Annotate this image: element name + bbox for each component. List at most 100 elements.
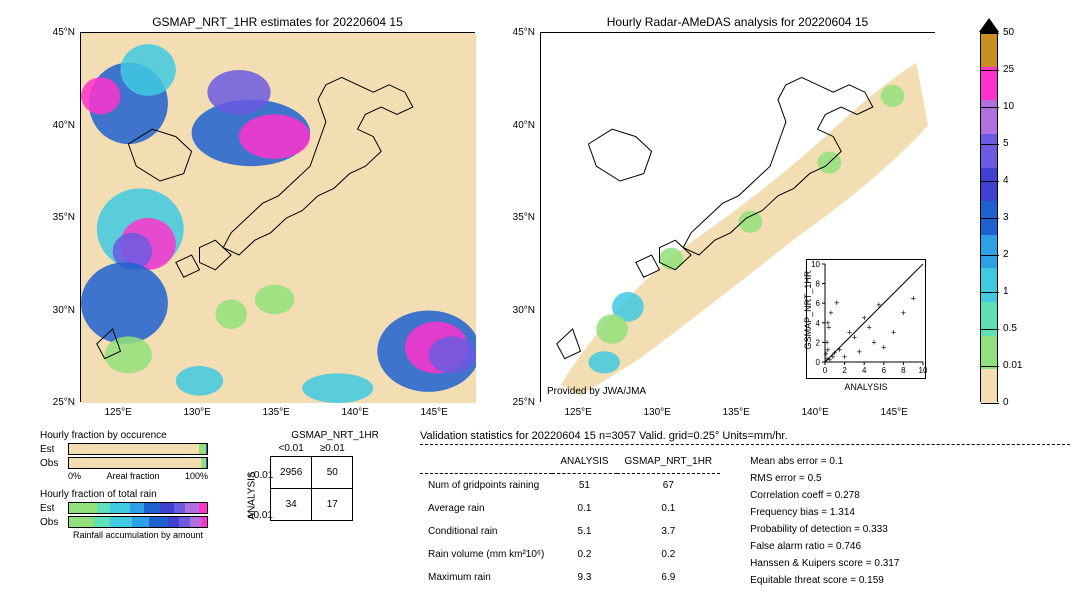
fraction-bar-seg bbox=[149, 517, 168, 527]
scatter-inset: 00224466881010++++++++++++++++++++++++ A… bbox=[806, 259, 926, 379]
figure-root: GSMAP_NRT_1HR estimates for 20220604 15 … bbox=[0, 0, 1080, 612]
stats-row-a: 5.1 bbox=[552, 520, 616, 543]
fraction-bar-seg bbox=[69, 517, 94, 527]
ct-cell-11: 17 bbox=[312, 489, 353, 521]
map-right: Hourly Radar-AMeDAS analysis for 2022060… bbox=[540, 32, 935, 402]
totalrain-footer: Rainfall accumulation by amount bbox=[40, 530, 208, 540]
map-xtick: 135°E bbox=[263, 407, 290, 418]
colorbar-tick: 0 bbox=[1003, 397, 1009, 408]
svg-text:+: + bbox=[876, 300, 881, 310]
fraction-bar-row: Est bbox=[40, 502, 220, 514]
fraction-bar-seg bbox=[94, 517, 111, 527]
map-xtick: 140°E bbox=[802, 407, 829, 418]
svg-text:+: + bbox=[824, 337, 829, 347]
stats-col-analysis: ANALYSIS bbox=[552, 453, 616, 474]
fraction-bar-seg bbox=[97, 503, 111, 513]
fraction-bar-seg bbox=[110, 517, 132, 527]
scatter-canvas: 00224466881010++++++++++++++++++++++++ bbox=[807, 260, 927, 380]
svg-text:+: + bbox=[901, 308, 906, 318]
map-xtick: 145°E bbox=[881, 407, 908, 418]
map-xtick: 125°E bbox=[105, 407, 132, 418]
colorbar-segment bbox=[981, 67, 997, 101]
metric-row: Correlation coeff = 0.278 bbox=[750, 487, 899, 504]
svg-text:+: + bbox=[828, 308, 833, 318]
colorbar-segment bbox=[981, 134, 997, 168]
stats-col-blank bbox=[420, 453, 552, 474]
fraction-bar-row: Obs bbox=[40, 457, 220, 469]
fraction-bar-wrap bbox=[68, 502, 208, 514]
map-ytick: 30°N bbox=[53, 305, 75, 316]
stats-row-b: 67 bbox=[617, 474, 721, 498]
svg-text:8: 8 bbox=[816, 280, 821, 289]
svg-text:4: 4 bbox=[816, 319, 821, 328]
colorbar-segment bbox=[981, 369, 997, 403]
svg-text:+: + bbox=[871, 337, 876, 347]
contingency-title: GSMAP_NRT_1HR bbox=[240, 430, 400, 441]
map-ytick: 40°N bbox=[513, 120, 535, 131]
ct-row-1: ≥0.01 bbox=[248, 510, 273, 521]
stats-row-b: 6.9 bbox=[617, 566, 721, 589]
metric-row: Hanssen & Kuipers score = 0.317 bbox=[750, 555, 899, 572]
stats-row-label: Maximum rain bbox=[420, 566, 552, 589]
ct-cell-00: 2956 bbox=[271, 457, 312, 489]
metrics-list: Mean abs error = 0.1RMS error = 0.5Corre… bbox=[750, 453, 899, 589]
svg-text:6: 6 bbox=[882, 366, 887, 375]
colorbar-tick: 50 bbox=[1003, 27, 1014, 38]
fraction-bar-wrap bbox=[68, 457, 208, 469]
colorbar-tick: 25 bbox=[1003, 64, 1014, 75]
fraction-bar-wrap bbox=[68, 443, 208, 455]
fraction-bar-wrap bbox=[68, 516, 208, 528]
colorbar-segment bbox=[981, 100, 997, 134]
svg-text:6: 6 bbox=[816, 299, 821, 308]
svg-text:+: + bbox=[825, 318, 830, 328]
stats-title: Validation statistics for 20220604 15 n=… bbox=[420, 430, 1070, 445]
fraction-bar-seg bbox=[185, 503, 199, 513]
stats-row-label: Average rain bbox=[420, 497, 552, 520]
svg-text:2: 2 bbox=[816, 338, 821, 347]
fraction-bar-seg bbox=[190, 517, 201, 527]
stats-block: Validation statistics for 20220604 15 n=… bbox=[420, 430, 1070, 589]
scatter-ylabel: GSMAP_NRT_1HR bbox=[803, 250, 813, 370]
occurrence-axis: 0% Areal fraction 100% bbox=[40, 471, 208, 481]
map-right-title: Hourly Radar-AMeDAS analysis for 2022060… bbox=[541, 15, 934, 29]
stats-row-label: Conditional rain bbox=[420, 520, 552, 543]
fraction-bar-row: Est bbox=[40, 443, 220, 455]
stats-row-label: Num of gridpoints raining bbox=[420, 474, 552, 498]
svg-text:+: + bbox=[834, 298, 839, 308]
bottom-row: Hourly fraction by occurence EstObs 0% A… bbox=[40, 430, 1070, 589]
stats-row: Num of gridpoints raining5167 bbox=[420, 474, 720, 498]
occurrence-tick-1: 100% bbox=[185, 471, 208, 481]
ct-col-0: <0.01 bbox=[271, 441, 312, 457]
map-xtick: 140°E bbox=[342, 407, 369, 418]
svg-text:+: + bbox=[857, 347, 862, 357]
svg-text:+: + bbox=[911, 293, 916, 303]
totalrain-footer-text: Rainfall accumulation by amount bbox=[68, 530, 208, 540]
fraction-bar-seg bbox=[206, 458, 207, 468]
svg-text:+: + bbox=[842, 352, 847, 362]
stats-row: Maximum rain9.36.9 bbox=[420, 566, 720, 589]
contingency-table: <0.01 ≥0.01 2956 50 34 17 bbox=[270, 441, 353, 521]
metric-row: Equitable threat score = 0.159 bbox=[750, 572, 899, 589]
map-xtick: 145°E bbox=[421, 407, 448, 418]
colorbar-segment bbox=[981, 168, 997, 202]
fraction-bar-seg bbox=[174, 503, 185, 513]
map-xtick: 130°E bbox=[644, 407, 671, 418]
occurrence-tick-0: 0% bbox=[68, 471, 81, 481]
svg-text:+: + bbox=[881, 342, 886, 352]
fraction-bar-seg bbox=[199, 503, 207, 513]
fraction-bar-row: Obs bbox=[40, 516, 220, 528]
colorbar-tick: 10 bbox=[1003, 101, 1014, 112]
map-left: GSMAP_NRT_1HR estimates for 20220604 15 … bbox=[80, 32, 475, 402]
fraction-bar-seg bbox=[110, 503, 129, 513]
fraction-bar-seg bbox=[206, 444, 207, 454]
colorbar-tick: 5 bbox=[1003, 138, 1009, 149]
map-left-canvas bbox=[81, 33, 476, 403]
colorbar-arrow bbox=[979, 18, 999, 32]
fraction-bar-seg bbox=[69, 458, 201, 468]
totalrain-title: Hourly fraction of total rain bbox=[40, 489, 220, 500]
svg-text:8: 8 bbox=[901, 366, 906, 375]
map-ytick: 45°N bbox=[513, 27, 535, 38]
colorbar-tick: 3 bbox=[1003, 212, 1009, 223]
colorbar-tick: 0.5 bbox=[1003, 323, 1017, 334]
fraction-bar-label: Est bbox=[40, 503, 68, 514]
